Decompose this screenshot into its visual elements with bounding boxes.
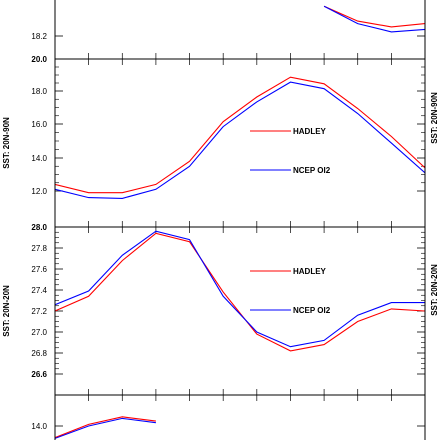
panel-4: 14.0 <box>31 395 426 439</box>
legend-label: NCEP OI2 <box>293 306 331 315</box>
y-tick-label: 27.6 <box>31 265 47 274</box>
series-line-hadley <box>55 416 156 439</box>
series-line-ncep-oi2 <box>55 230 425 348</box>
y-tick-label: 27.8 <box>31 244 47 253</box>
y-tick-label: 12.0 <box>31 187 47 196</box>
y-tick-label: 18.2 <box>31 32 47 41</box>
legend-label: HADLEY <box>293 267 327 276</box>
series-line-hadley <box>323 5 425 28</box>
legend-label: HADLEY <box>293 127 327 136</box>
y-tick-label: 18.0 <box>31 87 47 96</box>
panel-2: 20.0 18.0 16.0 14.0 12.0 HADLEY NCEP OI2 SST: 2… <box>2 55 426 227</box>
panel-3: 28.0 27.8 27.6 27.4 27.2 27.0 26.8 26.6 HADLEY NC… <box>2 223 426 395</box>
y-axis-title: SST: 20N-20N <box>2 285 11 337</box>
series-line-hadley <box>55 232 425 352</box>
y-tick-label: 14.0 <box>31 422 47 431</box>
panel-1: 18.2 <box>31 5 426 59</box>
y-tick-label: 16.0 <box>31 120 47 129</box>
y-tick-label: 27.2 <box>31 307 47 316</box>
y-tick-label: 20.0 <box>31 55 47 64</box>
y-axis-title-right: SST: 20N-90N <box>430 92 439 144</box>
y-tick-label: 27.0 <box>31 328 47 337</box>
series-line-ncep-oi2 <box>55 417 156 439</box>
y-tick-label: 14.0 <box>31 154 47 163</box>
y-tick-label: 26.8 <box>31 349 47 358</box>
series-line-ncep-oi2 <box>55 81 425 199</box>
y-axis-title: SST: 20N-90N <box>2 117 11 169</box>
legend-label: NCEP OI2 <box>293 166 331 175</box>
y-tick-label: 26.6 <box>31 370 47 379</box>
y-tick-label: 28.0 <box>31 223 47 232</box>
series-line-ncep-oi2 <box>323 5 425 33</box>
y-axis-title-right: SST: 20N-20N <box>430 264 439 316</box>
y-tick-label: 27.4 <box>31 286 47 295</box>
series-line-hadley <box>55 76 425 194</box>
